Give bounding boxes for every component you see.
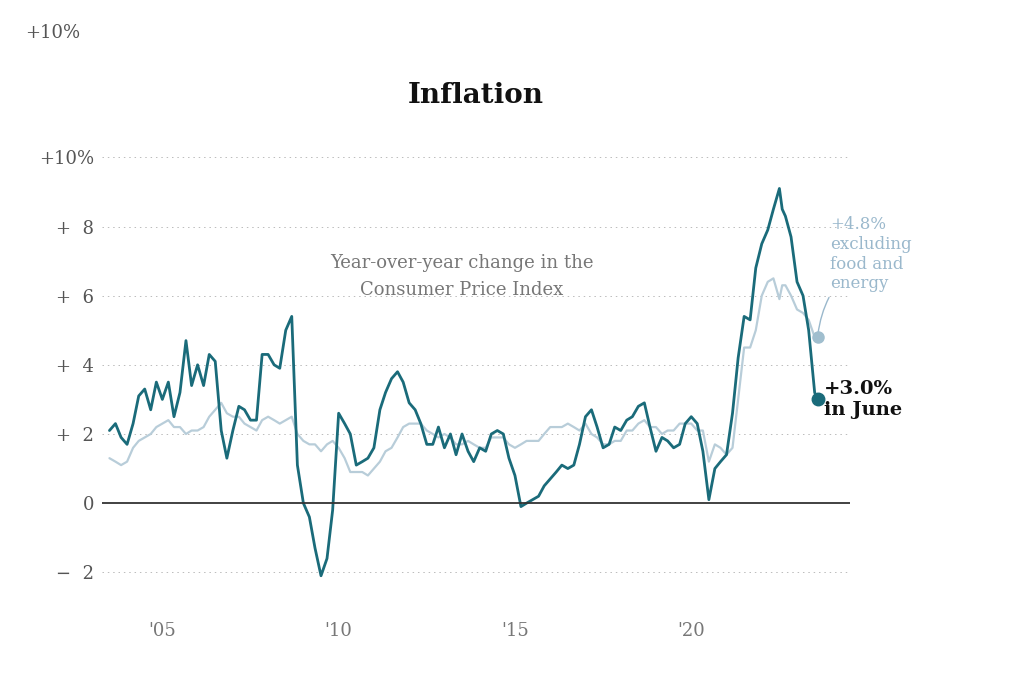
Text: +10%: +10% — [26, 24, 81, 42]
Text: +4.8%
excluding
food and
energy: +4.8% excluding food and energy — [818, 216, 911, 334]
Text: +3.0%
in June: +3.0% in June — [824, 380, 902, 419]
Title: Inflation: Inflation — [409, 83, 544, 109]
Text: Year-over-year change in the
Consumer Price Index: Year-over-year change in the Consumer Pr… — [331, 254, 594, 299]
